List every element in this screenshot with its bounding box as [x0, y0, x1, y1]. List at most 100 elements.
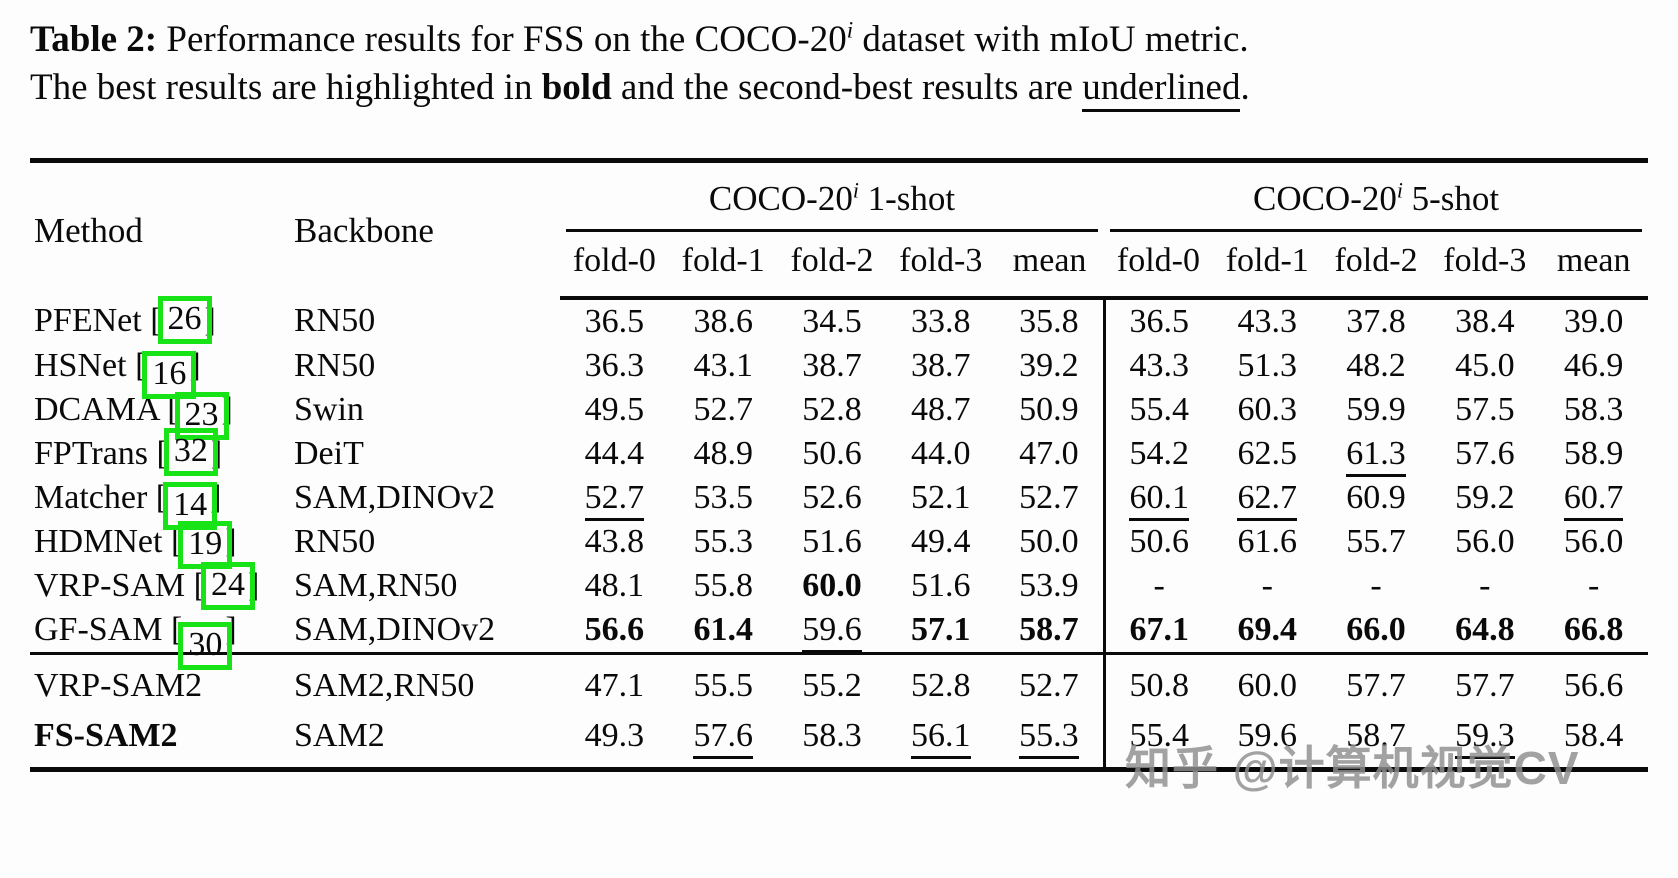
cell-value: -: [1479, 567, 1491, 604]
cell-method: DCAMA [23]: [30, 388, 290, 440]
cell-value: 43.3: [1129, 347, 1189, 384]
cell-value: 38.6: [693, 303, 753, 340]
cell-value: 52.1: [911, 479, 971, 516]
cell-value: 58.7: [1346, 717, 1406, 754]
col-header-method: Method: [34, 210, 143, 250]
cell-value: 57.6: [1455, 435, 1515, 472]
cell-value: 58.4: [1563, 717, 1624, 754]
cell-value: 55.4: [1129, 391, 1189, 428]
cell-value: -: [1153, 567, 1165, 604]
cell-value: 36.5: [1129, 303, 1189, 340]
cell-value: 38.7: [911, 347, 971, 384]
cell-method: VRP-SAM [24]: [30, 562, 290, 610]
cell-value: 50.0: [995, 520, 1106, 564]
cell-value: 59.9: [1346, 391, 1406, 428]
cell-value: 50.6: [802, 435, 862, 472]
cell-method: Matcher [14]: [30, 476, 290, 530]
watermark-text: 知乎 @计算机视觉CV: [1125, 742, 1580, 794]
table-row: HDMNet [19] RN50 43.8 55.3 51.6 49.4 50.0 50.6 6…: [30, 520, 1648, 569]
cell-value: 53.9: [995, 564, 1106, 608]
cell-value: 60.9: [1346, 479, 1406, 516]
cell-value: 44.4: [584, 435, 645, 472]
cell-value: 48.9: [693, 435, 753, 472]
superscript-i: i: [1396, 178, 1403, 203]
citation-highlight-box: 14: [163, 482, 218, 530]
cell-value: 35.8: [995, 298, 1106, 344]
cell-value: 56.0: [1455, 523, 1515, 560]
cell-value: 60.1: [1104, 476, 1213, 521]
header-fold-row: fold-0 fold-1 fold-2 fold-3 mean fold-0 fold-1…: [30, 232, 1649, 300]
cell-value: 50.6: [1129, 523, 1189, 560]
table-row: FPTrans [32] DeiT 44.4 48.9 50.6 44.0 47.0 54.2…: [30, 428, 1648, 477]
table-row: Matcher [14] SAM,DINOv2 52.7 53.5 52.6 52.1 52…: [30, 476, 1648, 530]
cell-method: HSNet [16]: [30, 344, 290, 399]
table-row: GF-SAM [30] SAM,DINOv2 56.6 61.4 59.6 57.1 58.…: [30, 608, 1648, 670]
superscript-i: i: [852, 178, 859, 203]
cell-value: 50.9: [995, 388, 1106, 432]
col-header-fold: fold-3: [1430, 232, 1540, 300]
cell-method: FPTrans [32]: [30, 428, 290, 476]
cell-backbone: SAM,DINOv2: [294, 611, 496, 648]
cell-value: 59.3: [1430, 711, 1539, 770]
cell-value: 48.7: [911, 391, 971, 428]
cell-value: 39.2: [995, 344, 1106, 388]
cell-value: 48.1: [584, 567, 645, 604]
paper-page: Table 2: Performance results for FSS on …: [0, 16, 1678, 878]
cell-value: 61.3: [1322, 432, 1431, 477]
cell-value: 60.7: [1539, 476, 1648, 521]
col-header-fold: fold-0: [560, 232, 669, 300]
citation-highlight-box: 26: [157, 296, 212, 344]
caption-line-2: The best results are highlighted in bold…: [30, 64, 1648, 112]
cell-value: 57.1: [911, 611, 971, 648]
cell-value: 43.1: [693, 347, 753, 384]
citation-highlight-box: 16: [142, 351, 197, 399]
cell-value: 33.8: [911, 303, 971, 340]
cell-value: 52.7: [995, 476, 1106, 520]
col-header-fold: fold-3: [886, 232, 996, 300]
cell-value: 49.4: [911, 523, 971, 560]
cell-value: 56.0: [1563, 523, 1624, 560]
citation-highlight-box: 24: [201, 562, 255, 610]
cell-value: 51.3: [1237, 347, 1297, 384]
table-row: DCAMA [23] Swin 49.5 52.7 52.8 48.7 50.9 55.4 60…: [30, 388, 1648, 440]
cell-value: 36.3: [584, 347, 645, 384]
cell-value: 57.6: [669, 711, 778, 770]
cell-value: 37.8: [1346, 303, 1406, 340]
cell-value: 58.3: [802, 717, 862, 754]
cell-value: 64.8: [1455, 611, 1515, 648]
col-header-fold: fold-2: [1321, 232, 1431, 300]
cell-value: 38.7: [802, 347, 862, 384]
cell-value: 52.8: [802, 391, 862, 428]
table-row: HSNet [16] RN50 36.3 43.1 38.7 38.7 39.2 43.3 51…: [30, 344, 1648, 399]
cell-value: 55.4: [1129, 717, 1189, 754]
cell-value: 59.6: [1237, 717, 1297, 754]
col-header-fold: mean: [995, 232, 1105, 300]
citation-highlight-box: 23: [174, 392, 229, 440]
header-group-row: Method Backbone COCO-20i 1-shot COCO-20i…: [30, 161, 1648, 250]
cell-backbone: SAM,RN50: [294, 567, 458, 604]
col-header-fold: fold-0: [1104, 232, 1213, 300]
cell-value: 58.9: [1563, 435, 1624, 472]
table-row: FS-SAM2 SAM2 49.3 57.6 58.3 56.1 55.3 55.4 59.6 5…: [30, 711, 1648, 770]
col-header-fold: fold-1: [668, 232, 778, 300]
cell-value: 62.7: [1213, 476, 1322, 521]
cell-value: 52.7: [693, 391, 753, 428]
cell-value: 51.6: [911, 567, 971, 604]
col-header-fold: fold-2: [777, 232, 887, 300]
cell-value: 44.0: [911, 435, 971, 472]
cell-value: 57.7: [1430, 652, 1540, 711]
cell-value: 56.6: [584, 611, 645, 648]
cell-backbone: RN50: [294, 523, 376, 560]
cell-value: 54.2: [1129, 435, 1189, 472]
cell-value: 60.0: [1212, 652, 1322, 711]
cell-value: 52.8: [886, 652, 996, 711]
cell-value: 60.3: [1237, 391, 1297, 428]
cell-value: 55.3: [995, 711, 1106, 770]
col-header-backbone: Backbone: [294, 210, 434, 250]
cell-method: FS-SAM2: [34, 717, 178, 754]
cell-value: 49.3: [584, 717, 645, 754]
caption-table-label: Table 2:: [30, 19, 158, 60]
cell-value: 59.6: [778, 608, 887, 654]
cell-value: 53.5: [693, 479, 753, 516]
cell-value: 66.0: [1346, 611, 1406, 648]
